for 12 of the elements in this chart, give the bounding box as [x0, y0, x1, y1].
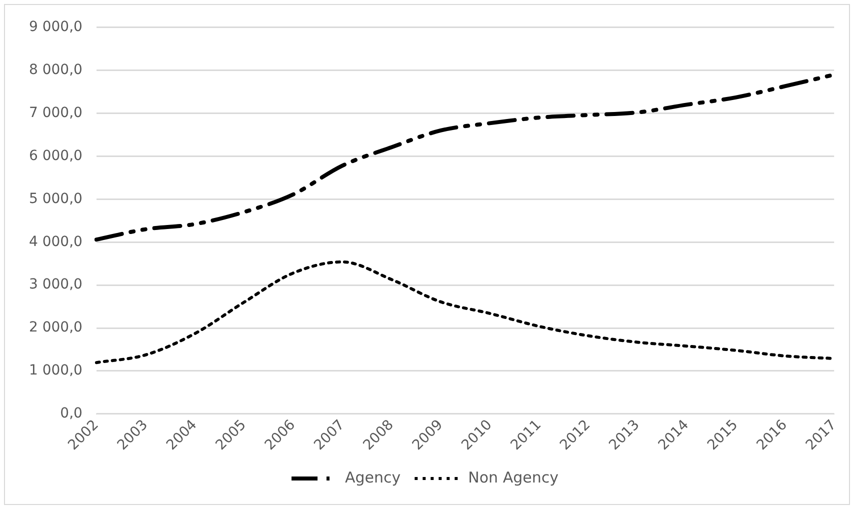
y-tick-label: 2 000,0 — [29, 320, 82, 336]
y-tick-label: 3 000,0 — [29, 276, 82, 293]
legend-label: Non Agency — [468, 468, 559, 486]
y-tick-label: 0,0 — [60, 406, 82, 422]
y-tick-label: 5 000,0 — [29, 190, 82, 207]
y-tick-label: 9 000,0 — [29, 19, 82, 36]
y-tick-label: 7 000,0 — [29, 104, 82, 121]
y-tick-label: 8 000,0 — [29, 62, 82, 78]
legend-label: Agency — [345, 468, 401, 486]
y-tick-label: 4 000,0 — [29, 234, 82, 250]
y-tick-label: 1 000,0 — [29, 362, 82, 379]
y-tick-label: 6 000,0 — [29, 148, 82, 164]
